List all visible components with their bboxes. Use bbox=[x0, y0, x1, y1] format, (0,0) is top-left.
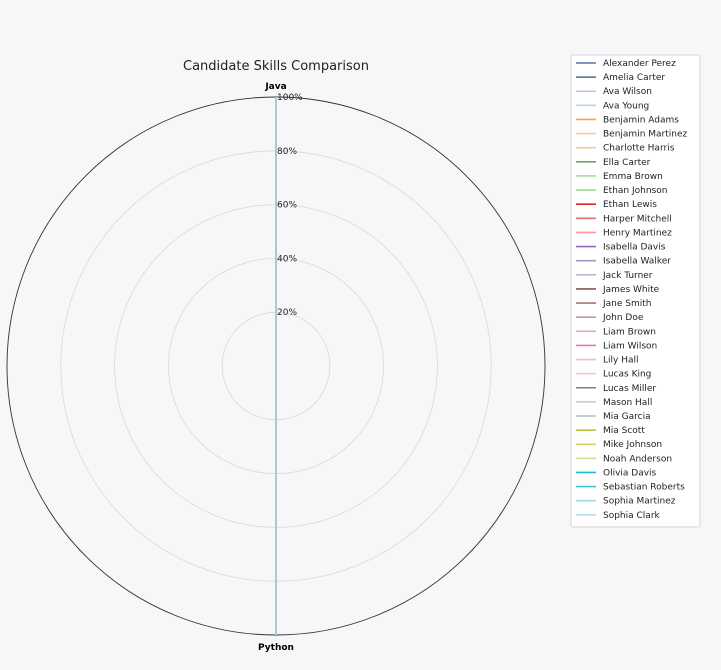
r-tick-label: 20% bbox=[277, 308, 297, 318]
legend-label: Benjamin Martinez bbox=[603, 130, 688, 140]
legend-label: Jane Smith bbox=[602, 299, 652, 309]
legend-label: Noah Anderson bbox=[603, 454, 672, 464]
legend-label: Liam Brown bbox=[603, 327, 656, 337]
axis-labels: Java Python bbox=[258, 82, 294, 653]
radial-tick-labels: 20% 40% 60% 80% 100% bbox=[277, 93, 303, 318]
r-tick-label: 60% bbox=[277, 201, 297, 211]
legend-label: Lucas Miller bbox=[603, 384, 656, 394]
legend-label: Ethan Lewis bbox=[603, 200, 657, 210]
axis-label: Java bbox=[264, 82, 286, 92]
r-tick-label: 80% bbox=[277, 147, 297, 157]
legend-label: Lily Hall bbox=[603, 356, 639, 366]
legend-label: Lucas King bbox=[603, 370, 651, 380]
legend-label: Mia Garcia bbox=[603, 412, 651, 422]
legend: Alexander Perez Amelia Carter Ava Wilson Av… bbox=[570, 54, 701, 528]
legend-label: James White bbox=[602, 285, 660, 295]
legend-label: Liam Wilson bbox=[603, 341, 657, 351]
legend-label: Olivia Davis bbox=[603, 468, 657, 478]
legend-label: Jack Turner bbox=[602, 271, 653, 281]
legend-label: Sebastian Roberts bbox=[603, 483, 685, 493]
legend-label: Mia Scott bbox=[603, 426, 645, 436]
legend-label: Amelia Carter bbox=[603, 73, 665, 83]
legend-label: Mason Hall bbox=[603, 398, 652, 408]
legend-label: Ethan Johnson bbox=[603, 186, 667, 196]
legend-label: Sophia Clark bbox=[603, 511, 661, 521]
legend-label: Benjamin Adams bbox=[603, 115, 679, 125]
legend-box bbox=[570, 54, 701, 528]
chart-title: Candidate Skills Comparison bbox=[183, 59, 369, 74]
legend-label: Charlotte Harris bbox=[603, 144, 675, 154]
legend-label: John Doe bbox=[602, 313, 644, 323]
legend-label: Isabella Walker bbox=[603, 257, 671, 267]
legend-label: Ava Wilson bbox=[603, 87, 652, 97]
legend-label: Alexander Perez bbox=[603, 59, 676, 69]
r-tick-label: 40% bbox=[277, 254, 297, 264]
legend-label: Isabella Davis bbox=[603, 243, 666, 253]
legend-label: Mike Johnson bbox=[603, 440, 662, 450]
legend-label: Ava Young bbox=[603, 101, 649, 111]
legend-label: Ella Carter bbox=[603, 158, 651, 168]
legend-label: Henry Martinez bbox=[603, 228, 672, 238]
axis-label: Python bbox=[258, 643, 294, 653]
legend-label: Sophia Martinez bbox=[603, 497, 676, 507]
r-tick-label: 100% bbox=[277, 93, 303, 103]
legend-label: Harper Mitchell bbox=[603, 214, 672, 224]
legend-label: Emma Brown bbox=[603, 172, 663, 182]
